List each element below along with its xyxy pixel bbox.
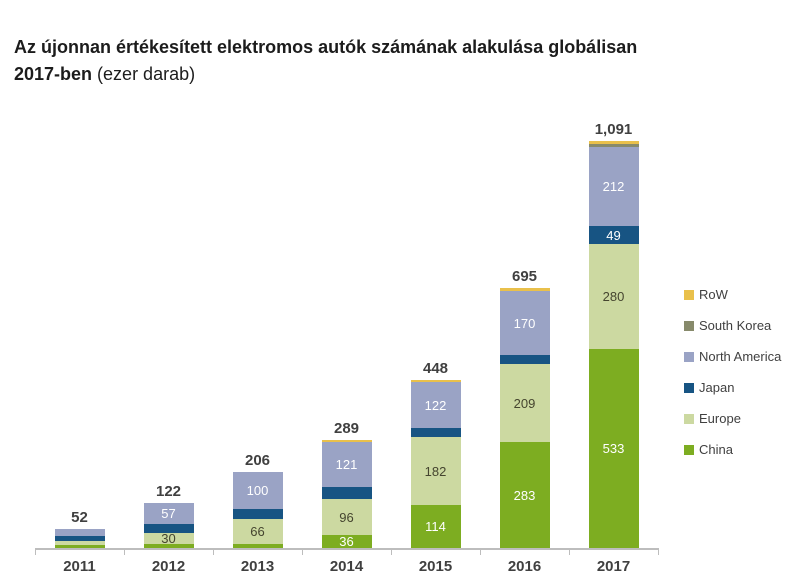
segment-north-america-2012: 57 [143,503,194,524]
total-label-2015: 448 [422,360,449,377]
x-axis-line [35,548,659,550]
legend-swatch-icon [684,351,694,362]
axis-tick [124,549,125,555]
stacked-bar-2015: 122 182 114 [410,380,461,548]
chart-title-year: 2017-ben [14,64,93,84]
segment-china-2017: 533 [588,349,639,548]
axis-tick [480,549,481,555]
chart-title-line1: Az újonnan értékesített elektromos autók… [14,37,638,57]
chart-title: Az újonnan értékesített elektromos autók… [14,34,786,88]
total-label-2013: 206 [244,452,271,469]
legend-item-row: RoW [684,287,781,302]
total-label-2017: 1,091 [594,121,633,138]
total-label-2016: 695 [511,268,538,285]
stacked-bar-2013: 100 66 [232,472,283,548]
segment-japan-2017: 49 [588,226,639,244]
legend-label: Japan [699,380,735,395]
stacked-bar-2016: 170 209 283 [499,288,550,548]
segment-europe-2011 [54,541,105,545]
total-label-2014: 289 [333,420,360,437]
segment-china-2013 [232,544,283,548]
axis-tick [302,549,303,555]
legend-swatch-icon [684,413,694,424]
segment-europe-2015: 182 [410,437,461,505]
legend-item-south-korea: South Korea [684,318,781,333]
segment-south-korea-2017 [588,144,639,147]
stacked-bar-2017: 212 49 280 533 [588,141,639,548]
year-label-2016: 2016 [507,558,542,575]
segment-japan-2013 [232,509,283,519]
year-label-2014: 2014 [329,558,364,575]
axis-tick [35,549,36,555]
segment-china-2016: 283 [499,442,550,548]
segment-north-america-2017: 212 [588,147,639,226]
segment-japan-2011 [54,536,105,541]
x-axis-labels: 2011 2012 2013 2014 2015 2016 2017 [35,558,658,575]
segment-row-2015 [410,380,461,382]
axis-tick [658,549,659,555]
segment-row-2017 [588,141,639,144]
segment-europe-2012: 30 [143,532,194,545]
segment-china-2011 [54,545,105,548]
bar-group-2012: 122 57 30 [124,98,213,548]
segment-europe-2017: 280 [588,244,639,349]
bar-group-2014: 289 121 96 36 [302,98,391,548]
year-label-2017: 2017 [596,558,631,575]
segment-japan-2014 [321,487,372,499]
legend-swatch-icon [684,444,694,455]
stacked-bar-2014: 121 96 36 [321,440,372,548]
segment-north-america-2015: 122 [410,382,461,428]
segment-north-america-2011 [54,529,105,536]
segment-row-2014 [321,440,372,442]
segment-europe-2014: 96 [321,499,372,535]
bar-group-2017: 1,091 212 49 280 533 [569,98,658,548]
total-label-2011: 52 [71,509,88,526]
legend-label: Europe [699,411,741,426]
year-label-2013: 2013 [240,558,275,575]
segment-north-america-2013: 100 [232,472,283,509]
year-label-2012: 2012 [151,558,186,575]
year-label-2015: 2015 [418,558,453,575]
legend-swatch-icon [684,382,694,393]
segment-north-america-2016: 170 [499,291,550,355]
bar-group-2015: 448 122 182 114 [391,98,480,548]
year-label-2011: 2011 [63,558,96,575]
chart-title-unit: (ezer darab) [92,64,196,84]
legend-label: China [699,442,733,457]
legend-item-europe: Europe [684,411,781,426]
legend-swatch-icon [684,320,694,331]
segment-europe-2016: 209 [499,364,550,442]
bar-group-2016: 695 170 209 283 [480,98,569,548]
axis-tick [391,549,392,555]
axis-tick [213,549,214,555]
segment-north-america-2014: 121 [321,442,372,487]
bar-group-2013: 206 100 66 [213,98,302,548]
total-label-2012: 122 [155,483,182,500]
legend: RoW South Korea North America Japan Europe Ch… [684,287,781,457]
legend-swatch-icon [684,289,694,300]
legend-label: South Korea [699,318,772,333]
segment-japan-2012 [143,524,194,533]
stacked-bar-2011 [54,529,105,548]
segment-china-2012 [143,544,194,548]
legend-item-north-america: North America [684,349,781,364]
axis-tick [569,549,570,555]
segment-row-2016 [499,288,550,291]
legend-item-japan: Japan [684,380,781,395]
legend-label: RoW [699,287,728,302]
segment-japan-2016 [499,355,550,364]
plot-area: 52 122 57 30 206 100 66 289 121 96 36 448 122 182 114 6… [35,98,658,548]
segment-china-2015: 114 [410,505,461,548]
segment-china-2014: 36 [321,535,372,548]
bar-group-2011: 52 [35,98,124,548]
segment-europe-2013: 66 [232,519,283,544]
legend-item-china: China [684,442,781,457]
legend-label: North America [699,349,782,364]
segment-japan-2015 [410,428,461,437]
stacked-bar-2012: 57 30 [143,503,194,548]
